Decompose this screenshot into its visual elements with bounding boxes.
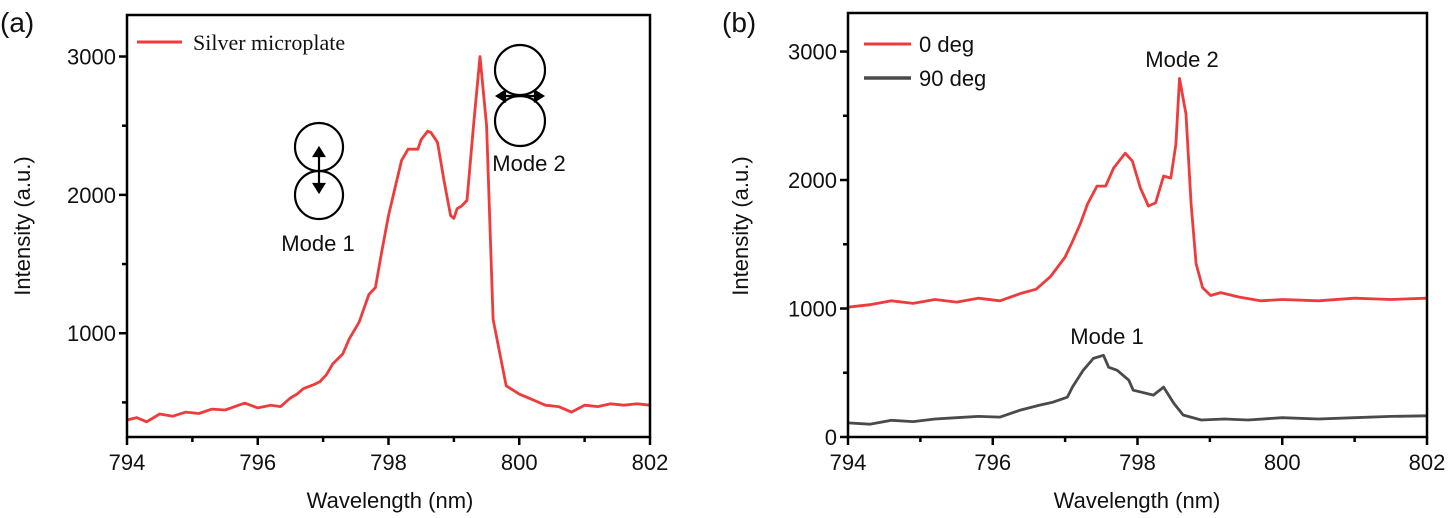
- y-axis-title-a: Intensity (a.u.): [10, 156, 35, 295]
- panel-label-b: (b): [722, 7, 756, 38]
- x-axis-title-b: Wavelength (nm): [1054, 488, 1221, 513]
- x-tick-label: 798: [370, 450, 407, 475]
- series-line-0-deg: [847, 77, 1428, 309]
- y-tick-label: 3000: [788, 40, 837, 65]
- annotation-mode-1-b: Mode 1: [1070, 324, 1143, 349]
- series-line-90-deg: [847, 353, 1428, 426]
- vertical-dipole-icon: [293, 121, 345, 221]
- y-tick-label: 0: [825, 425, 837, 450]
- x-tick-label: 800: [1264, 450, 1301, 475]
- legend-label-0deg: 0 deg: [919, 32, 974, 57]
- legend-label-silver: Silver microplate: [193, 30, 345, 55]
- x-tick-label: 794: [830, 450, 867, 475]
- panel-b: (b) 794 796 798 800 802 0 1000 2000 3000 Wavele…: [722, 7, 1445, 513]
- x-axis-title-a: Wavelength (nm): [307, 488, 474, 513]
- x-ticks-a: 794 796 798 800 802: [109, 437, 669, 475]
- annotation-mode-2-a: Mode 2: [492, 151, 565, 176]
- y-tick-label: 2000: [67, 183, 116, 208]
- series-group-b: [847, 77, 1428, 426]
- y-tick-label: 1000: [67, 321, 116, 346]
- y-ticks-b: 0 1000 2000 3000: [788, 40, 848, 450]
- annotation-mode-1-a: Mode 1: [281, 231, 354, 256]
- x-tick-label: 802: [632, 450, 669, 475]
- y-ticks-a: 1000 2000 3000: [67, 45, 127, 404]
- y-tick-label: 3000: [67, 45, 116, 70]
- x-tick-label: 802: [1409, 450, 1446, 475]
- y-tick-label: 2000: [788, 168, 837, 193]
- x-tick-label: 796: [974, 450, 1011, 475]
- panel-label-a: (a): [0, 7, 34, 38]
- x-tick-label: 794: [109, 450, 146, 475]
- x-tick-label: 800: [501, 450, 538, 475]
- x-ticks-b: 794 796 798 800 802: [830, 437, 1446, 475]
- plot-frame-a: [125, 13, 652, 439]
- y-axis-title-b: Intensity (a.u.): [728, 156, 753, 295]
- annotation-mode-2-b: Mode 2: [1145, 47, 1218, 72]
- series-group-a: [126, 55, 651, 424]
- series-line-silver-microplate: [126, 55, 651, 424]
- x-tick-label: 798: [1119, 450, 1156, 475]
- panel-a: (a) 794 796 798 800 802 1000 2000 3000 Wavelen…: [0, 7, 668, 513]
- x-tick-label: 796: [239, 450, 276, 475]
- horizontal-dipole-icon: [493, 43, 547, 148]
- legend-label-90deg: 90 deg: [919, 66, 986, 91]
- y-tick-label: 1000: [788, 297, 837, 322]
